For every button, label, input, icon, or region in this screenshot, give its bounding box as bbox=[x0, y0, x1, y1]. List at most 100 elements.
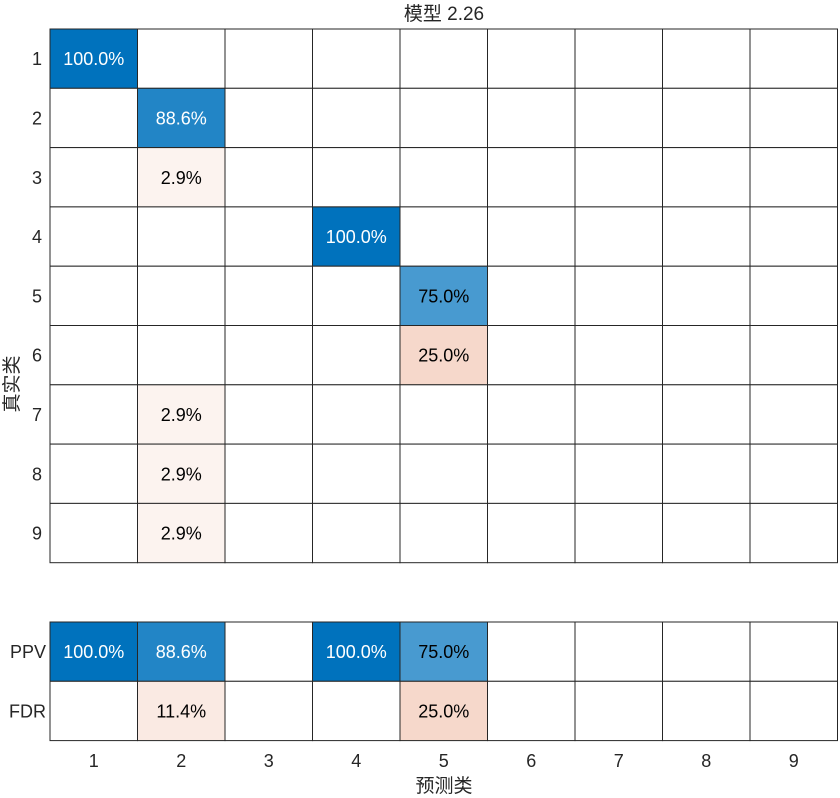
matrix-cell-2-5 bbox=[399, 87, 488, 149]
summary-cell-FDR-6 bbox=[487, 680, 576, 742]
summary-cell-FDR-4 bbox=[312, 680, 401, 742]
matrix-cell-7-7 bbox=[574, 384, 663, 445]
matrix-cell-8-4 bbox=[312, 443, 401, 504]
matrix-cell-3-4 bbox=[312, 147, 401, 208]
matrix-cell-7-5 bbox=[399, 384, 488, 445]
matrix-cell-7-3 bbox=[224, 384, 313, 445]
y-tick-label-3: 3 bbox=[32, 168, 42, 188]
x-tick-label-7: 7 bbox=[614, 751, 624, 771]
x-tick-labels: 1 2 3 4 5 6 7 8 9 bbox=[89, 751, 799, 771]
matrix-cell-9-8 bbox=[662, 502, 751, 564]
matrix-cell-label-9-2: 2.9% bbox=[161, 524, 202, 544]
matrix-cell-2-3 bbox=[224, 87, 313, 149]
matrix-cell-4-4 bbox=[312, 206, 401, 267]
x-tick-label-3: 3 bbox=[264, 751, 274, 771]
matrix-cell-label-5-5: 75.0% bbox=[418, 286, 469, 306]
matrix-cell-label-8-2: 2.9% bbox=[161, 464, 202, 484]
summary-cell-FDR-1 bbox=[49, 680, 138, 742]
main-matrix: 100.0% 88.6% 2.9% 100.0% 75.0% 25.0% 2.9% 2.9% 2… bbox=[49, 28, 838, 564]
matrix-cell-3-1 bbox=[49, 147, 138, 208]
matrix-cell-1-3 bbox=[224, 28, 313, 89]
summary-cell-label-PPV-2: 88.6% bbox=[156, 642, 207, 662]
matrix-cell-7-8 bbox=[662, 384, 751, 445]
matrix-cell-5-6 bbox=[487, 265, 576, 327]
matrix-cell-1-5 bbox=[399, 28, 488, 89]
summary-cell-PPV-3 bbox=[224, 621, 313, 682]
matrix-cell-1-4 bbox=[312, 28, 401, 89]
x-tick-label-9: 9 bbox=[789, 751, 799, 771]
summary-cell-label-FDR-2: 11.4% bbox=[156, 701, 206, 721]
matrix-cell-2-7 bbox=[574, 87, 663, 149]
summary-row-labels: PPV FDR bbox=[9, 642, 46, 721]
matrix-cell-6-3 bbox=[224, 325, 313, 386]
matrix-cell-7-6 bbox=[487, 384, 576, 445]
matrix-cell-5-8 bbox=[662, 265, 751, 327]
y-tick-label-6: 6 bbox=[32, 346, 42, 366]
y-tick-label-8: 8 bbox=[32, 464, 42, 484]
matrix-cell-5-2 bbox=[137, 265, 226, 327]
chart-title: 模型 2.26 bbox=[404, 3, 484, 25]
x-tick-label-8: 8 bbox=[701, 751, 711, 771]
summary-cell-label-PPV-5: 75.0% bbox=[418, 642, 469, 662]
matrix-cell-label-1-1: 100.0% bbox=[63, 49, 124, 69]
matrix-cell-label-6-5: 25.0% bbox=[418, 346, 469, 366]
matrix-cell-1-2 bbox=[137, 28, 226, 89]
matrix-cell-4-2 bbox=[137, 206, 226, 267]
matrix-cell-2-1 bbox=[49, 87, 138, 149]
matrix-cell-1-1 bbox=[49, 28, 138, 89]
x-tick-label-4: 4 bbox=[351, 751, 361, 771]
matrix-cell-5-7 bbox=[574, 265, 663, 327]
matrix-cell-8-8 bbox=[662, 443, 751, 504]
matrix-cell-label-4-4: 100.0% bbox=[326, 227, 387, 247]
matrix-cell-7-1 bbox=[49, 384, 138, 445]
matrix-cell-5-1 bbox=[49, 265, 138, 327]
matrix-cell-1-6 bbox=[487, 28, 576, 89]
y-tick-label-7: 7 bbox=[32, 405, 42, 425]
matrix-cell-9-4 bbox=[312, 502, 401, 564]
matrix-cell-2-2 bbox=[137, 87, 226, 149]
matrix-cell-4-6 bbox=[487, 206, 576, 267]
matrix-cell-6-2 bbox=[137, 325, 226, 386]
matrix-cell-4-8 bbox=[662, 206, 751, 267]
matrix-cell-6-5 bbox=[399, 325, 488, 386]
matrix-cell-5-3 bbox=[224, 265, 313, 327]
matrix-cell-4-7 bbox=[574, 206, 663, 267]
summary-cell-label-FDR-5: 25.0% bbox=[418, 701, 469, 721]
x-tick-label-6: 6 bbox=[526, 751, 536, 771]
summary-cell-PPV-1 bbox=[49, 621, 138, 682]
matrix-cell-3-8 bbox=[662, 147, 751, 208]
matrix-cell-6-8 bbox=[662, 325, 751, 386]
matrix-cell-8-1 bbox=[49, 443, 138, 504]
matrix-cell-3-5 bbox=[399, 147, 488, 208]
matrix-cell-9-6 bbox=[487, 502, 576, 564]
matrix-cell-label-3-2: 2.9% bbox=[161, 168, 202, 188]
matrix-cell-9-1 bbox=[49, 502, 138, 564]
matrix-cell-3-7 bbox=[574, 147, 663, 208]
matrix-cell-4-3 bbox=[224, 206, 313, 267]
summary-cell-FDR-3 bbox=[224, 680, 313, 742]
matrix-cell-3-2 bbox=[137, 147, 226, 208]
matrix-cell-6-7 bbox=[574, 325, 663, 386]
matrix-cell-6-6 bbox=[487, 325, 576, 386]
summary-cell-FDR-8 bbox=[662, 680, 751, 742]
matrix-cell-3-3 bbox=[224, 147, 313, 208]
matrix-cell-4-5 bbox=[399, 206, 488, 267]
matrix-cell-3-6 bbox=[487, 147, 576, 208]
matrix-cell-2-9 bbox=[749, 87, 838, 149]
summary-matrix: 100.0% 88.6% 100.0% 75.0% 11.4% 25.0% bbox=[49, 621, 838, 742]
y-axis-label: 真实类 bbox=[1, 355, 23, 412]
matrix-cell-label-7-2: 2.9% bbox=[161, 405, 202, 425]
matrix-cell-2-6 bbox=[487, 87, 576, 149]
matrix-cell-6-9 bbox=[749, 325, 838, 386]
matrix-cell-8-9 bbox=[749, 443, 838, 504]
matrix-cell-1-9 bbox=[749, 28, 838, 89]
summary-cell-PPV-9 bbox=[749, 621, 838, 682]
matrix-cell-4-1 bbox=[49, 206, 138, 267]
x-tick-label-5: 5 bbox=[439, 751, 449, 771]
matrix-cell-2-8 bbox=[662, 87, 751, 149]
matrix-cell-9-5 bbox=[399, 502, 488, 564]
y-tick-label-4: 4 bbox=[32, 227, 42, 247]
y-tick-label-2: 2 bbox=[32, 108, 42, 128]
y-tick-label-1: 1 bbox=[32, 49, 42, 69]
